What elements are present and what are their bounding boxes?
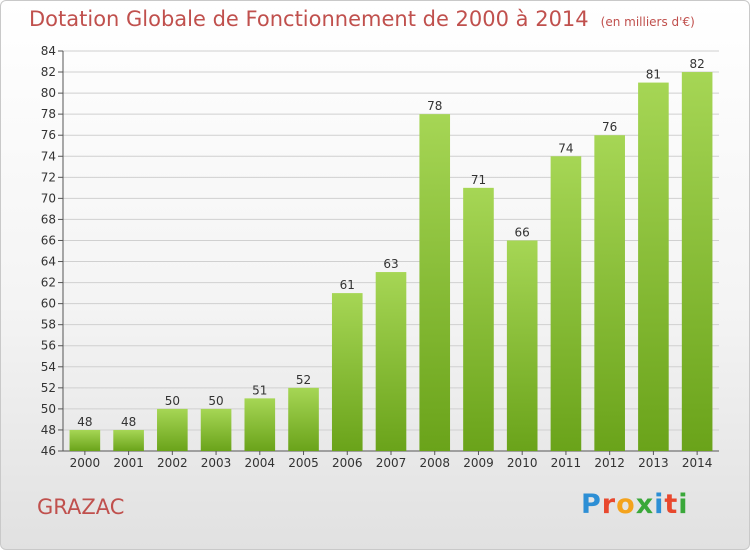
y-tick-label: 60 — [41, 297, 56, 311]
y-tick-label: 64 — [41, 255, 56, 269]
y-tick-label: 68 — [41, 212, 56, 226]
logo-letter: r — [601, 489, 617, 520]
y-tick-label: 62 — [41, 276, 56, 290]
logo-letter: o — [616, 489, 636, 520]
y-tick-label: 56 — [41, 339, 56, 353]
data-label-2007: 63 — [383, 257, 398, 271]
x-tick-label-2008: 2008 — [419, 456, 450, 470]
y-tick-label: 48 — [41, 423, 56, 437]
y-tick-label: 80 — [41, 86, 56, 100]
bar-2012 — [594, 135, 625, 452]
y-tick-label: 74 — [41, 149, 56, 163]
bar-2014 — [681, 72, 713, 451]
logo-letter: P — [581, 489, 602, 520]
x-tick-label-2005: 2005 — [288, 456, 319, 470]
x-tick-label-2004: 2004 — [245, 456, 276, 470]
bar-2003 — [200, 408, 232, 451]
x-tick-label-2001: 2001 — [113, 456, 144, 470]
data-label-2006: 61 — [340, 278, 355, 292]
y-tick-label: 46 — [41, 444, 56, 458]
x-tick-label-2010: 2010 — [507, 456, 538, 470]
y-tick-label: 70 — [41, 191, 56, 205]
data-label-2003: 50 — [208, 394, 223, 408]
y-tick-label: 58 — [41, 318, 56, 332]
data-label-2009: 71 — [471, 173, 486, 187]
x-tick-label-2003: 2003 — [201, 456, 232, 470]
logo-letter: t — [664, 489, 679, 520]
data-label-2000: 48 — [77, 415, 92, 429]
data-label-2001: 48 — [121, 415, 136, 429]
bar-2001 — [113, 429, 144, 451]
bar-2005 — [288, 387, 319, 451]
chart-title-text: Dotation Globale de Fonctionnement de 20… — [29, 7, 589, 31]
logo-letter: i — [654, 489, 665, 520]
data-label-2002: 50 — [165, 394, 180, 408]
proxiti-logo: Proxiti — [581, 489, 689, 520]
bar-2002 — [157, 408, 188, 451]
x-tick-label-2002: 2002 — [157, 456, 188, 470]
y-tick-label: 78 — [41, 107, 56, 121]
x-tick-label-2013: 2013 — [638, 456, 669, 470]
y-tick-label: 54 — [41, 360, 56, 374]
bar-2007 — [375, 272, 407, 451]
y-tick-label: 82 — [41, 65, 56, 79]
x-tick-label-2007: 2007 — [376, 456, 407, 470]
chart-title: Dotation Globale de Fonctionnement de 20… — [29, 7, 695, 31]
bar-2013 — [638, 82, 669, 451]
bar-2004 — [244, 398, 276, 451]
x-tick-label-2009: 2009 — [463, 456, 494, 470]
y-tick-label: 84 — [41, 44, 56, 58]
data-label-2008: 78 — [427, 99, 442, 113]
data-label-2011: 74 — [558, 141, 573, 155]
chart-unit: (en milliers d'€) — [600, 15, 695, 29]
bar-2008 — [419, 114, 451, 451]
bar-2006 — [331, 293, 363, 451]
data-label-2005: 52 — [296, 373, 311, 387]
x-tick-label-2012: 2012 — [594, 456, 625, 470]
x-tick-label-2000: 2000 — [70, 456, 101, 470]
commune-name: GRAZAC — [37, 495, 125, 519]
x-tick-label-2011: 2011 — [551, 456, 582, 470]
data-label-2012: 76 — [602, 120, 617, 134]
x-tick-label-2006: 2006 — [332, 456, 363, 470]
data-label-2010: 66 — [515, 225, 530, 239]
y-tick-label: 76 — [41, 128, 56, 142]
bar-2000 — [69, 429, 101, 451]
bar-2009 — [463, 187, 494, 451]
x-tick-label-2014: 2014 — [682, 456, 713, 470]
data-label-2013: 81 — [646, 68, 661, 82]
y-tick-label: 66 — [41, 233, 56, 247]
logo-letter: x — [635, 489, 655, 520]
bar-2010 — [506, 240, 538, 451]
logo-letter: i — [678, 489, 689, 520]
y-tick-label: 52 — [41, 381, 56, 395]
data-label-2014: 82 — [689, 57, 704, 71]
y-tick-label: 72 — [41, 170, 56, 184]
data-label-2004: 51 — [252, 383, 267, 397]
bar-2011 — [550, 156, 582, 451]
y-tick-label: 50 — [41, 402, 56, 416]
